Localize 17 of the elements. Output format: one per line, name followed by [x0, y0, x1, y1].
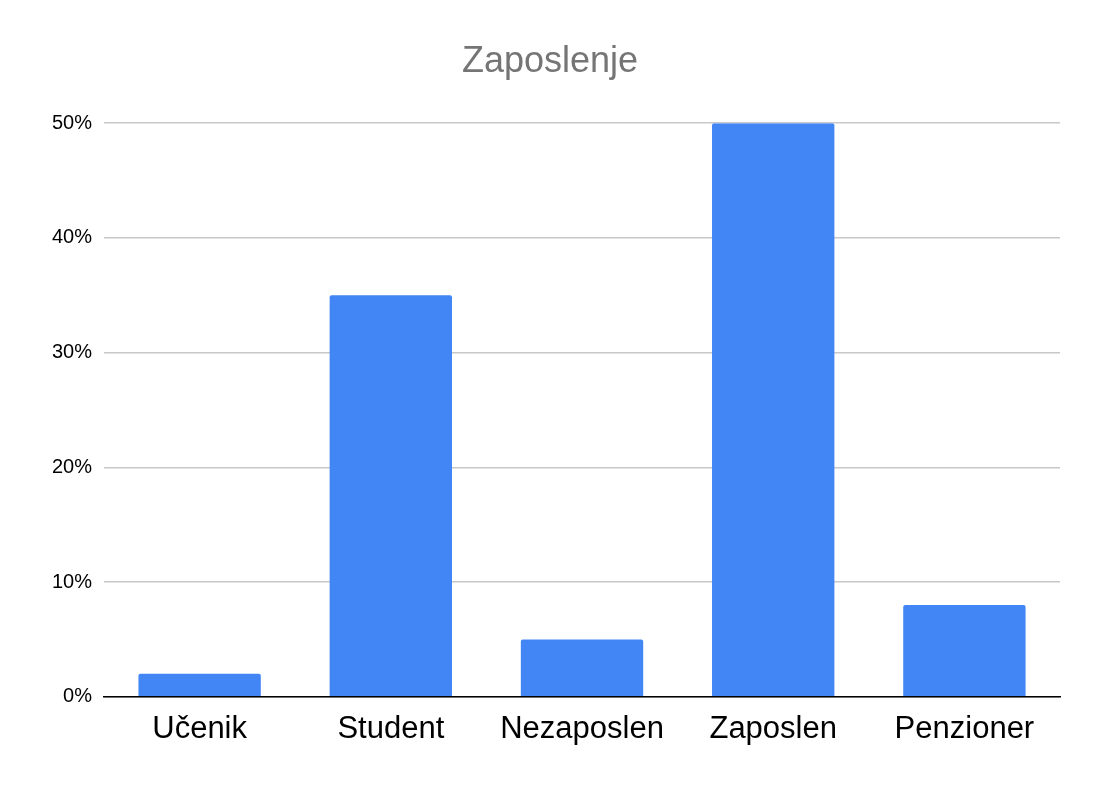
y-tick-label: 40% [52, 225, 93, 248]
y-tick-label: 0% [63, 684, 93, 707]
y-tick-label: 30% [52, 340, 93, 363]
x-tick-label: Zaposlen [709, 709, 837, 745]
bar [138, 673, 261, 697]
y-tick-label: 20% [52, 454, 93, 477]
bar [329, 295, 452, 697]
bar [903, 605, 1026, 697]
bar [712, 123, 835, 697]
y-tick-label: 50% [52, 110, 93, 133]
x-tick-label: Penzioner [894, 709, 1035, 745]
x-tick-label: Učenik [152, 709, 248, 745]
chart-title: Zaposlenje [461, 38, 639, 80]
x-tick-label: Student [337, 709, 445, 745]
y-tick-label: 10% [52, 569, 93, 592]
bar [520, 639, 644, 697]
x-tick-label: Nezaposlen [500, 709, 664, 745]
